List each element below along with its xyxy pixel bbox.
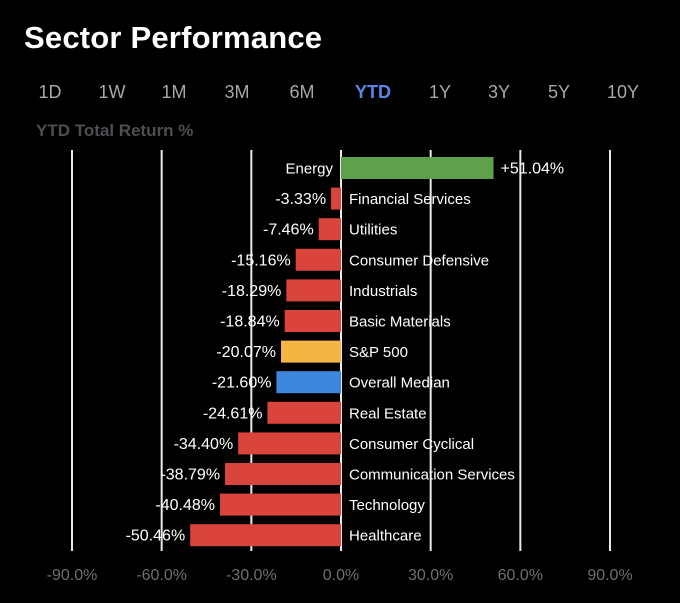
value-label: -38.79% [160, 467, 220, 484]
value-label: -40.48% [155, 497, 215, 514]
value-label: -50.46% [126, 528, 186, 545]
value-label: -20.07% [216, 344, 276, 361]
value-label: -21.60% [212, 375, 272, 392]
category-label: S&P 500 [349, 344, 408, 361]
bar [281, 340, 341, 363]
page-title: Sector Performance [24, 20, 323, 55]
value-label: -7.46% [263, 222, 314, 239]
bar [220, 493, 341, 516]
tab-1d[interactable]: 1D [38, 82, 62, 102]
value-label: -34.40% [174, 436, 234, 453]
category-label: Energy [285, 161, 333, 178]
bar [284, 310, 341, 332]
bar [238, 432, 341, 455]
bar [295, 248, 341, 271]
tab-1w[interactable]: 1W [98, 82, 126, 102]
value-label: -18.84% [220, 314, 280, 331]
value-label: -3.33% [275, 191, 326, 208]
bar [286, 279, 341, 302]
bar [267, 401, 341, 424]
value-label: -15.16% [231, 252, 291, 269]
x-tick-label: -30.0% [226, 567, 277, 584]
category-label: Industrials [349, 283, 417, 300]
tab-1m[interactable]: 1M [161, 82, 187, 102]
tab-ytd[interactable]: YTD [355, 82, 391, 102]
category-label: Financial Services [349, 191, 471, 208]
x-tick-label: -90.0% [47, 567, 98, 584]
tab-5y[interactable]: 5Y [547, 82, 571, 102]
value-label: -18.29% [222, 283, 282, 300]
timeframe-tabs: 1D 1W 1M 3M 6M YTD 1Y 3Y 5Y 10Y [0, 82, 680, 108]
bar [331, 187, 341, 210]
bar [190, 524, 341, 547]
x-tick-label: 90.0% [587, 567, 632, 584]
value-label: -24.61% [203, 405, 263, 422]
category-label: Basic Materials [349, 314, 451, 331]
x-tick-label: 0.0% [323, 567, 359, 584]
category-label: Consumer Defensive [349, 252, 489, 269]
x-tick-label: -60.0% [136, 567, 187, 584]
chart-title: YTD Total Return % [36, 121, 194, 140]
value-label: +51.04% [501, 161, 565, 178]
category-label: Consumer Cyclical [349, 436, 474, 453]
tab-10y[interactable]: 10Y [606, 82, 640, 102]
tab-3m[interactable]: 3M [224, 82, 250, 102]
bar [341, 157, 494, 179]
bar [225, 463, 341, 485]
category-label: Healthcare [349, 528, 422, 545]
category-label: Real Estate [349, 405, 427, 422]
category-label: Technology [349, 497, 425, 514]
tab-6m[interactable]: 6M [289, 82, 315, 102]
bar [318, 218, 341, 241]
category-label: Overall Median [349, 375, 450, 392]
tab-3y[interactable]: 3Y [487, 82, 511, 102]
x-tick-label: 30.0% [408, 567, 453, 584]
x-tick-label: 60.0% [498, 567, 543, 584]
tab-1y[interactable]: 1Y [428, 82, 452, 102]
category-label: Utilities [349, 222, 397, 239]
category-label: Communication Services [349, 467, 515, 484]
bar [276, 371, 341, 394]
